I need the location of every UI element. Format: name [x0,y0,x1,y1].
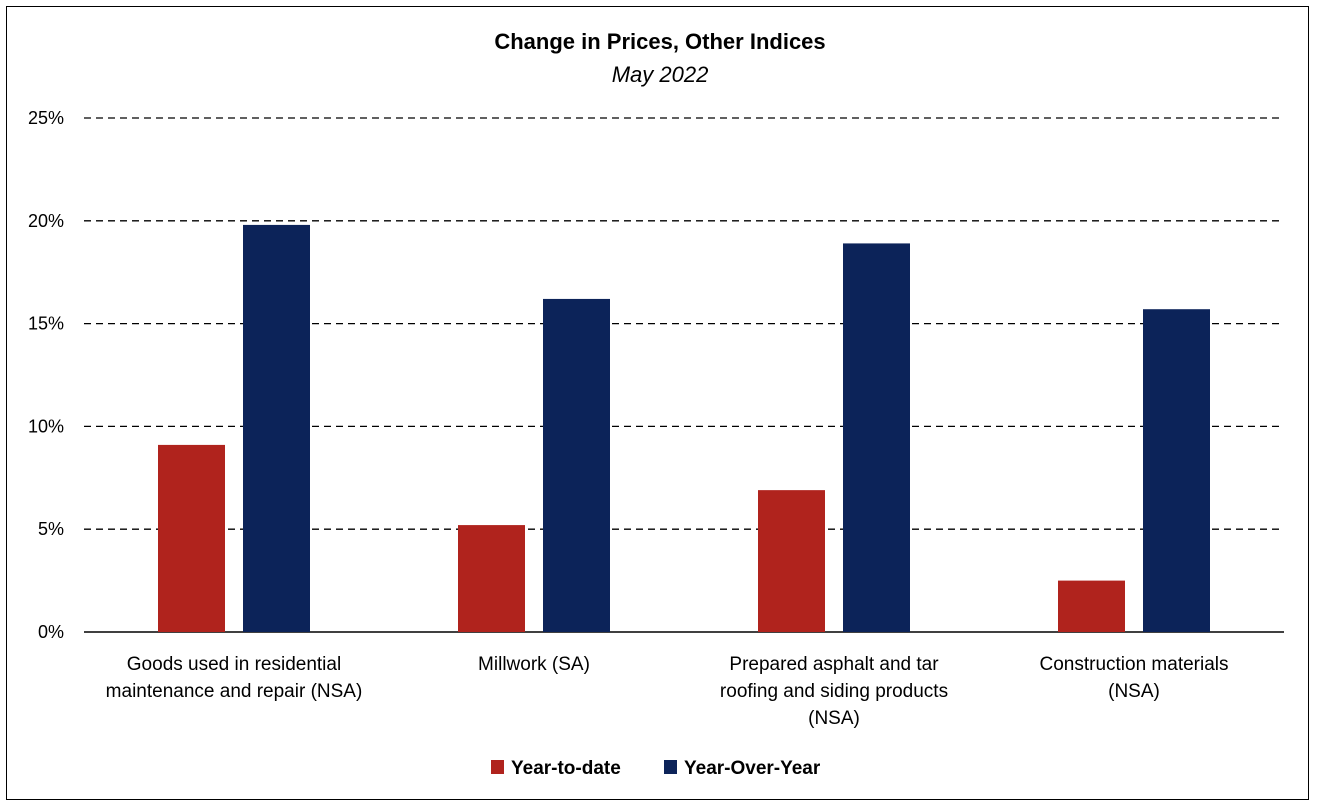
category-label: Millwork (SA) [478,654,590,675]
chart-frame [6,6,1309,800]
y-tick-label: 25% [28,108,64,128]
x-axis-labels: Goods used in residential maintenance and… [106,654,1229,729]
legend-swatch-0 [491,760,504,774]
bar-yoy-3 [1143,309,1210,632]
category-label: Goods used in residential maintenance and… [106,654,363,702]
legend: Year-to-date Year-Over-Year [491,758,821,779]
bar-ytd-3 [1058,580,1125,632]
bar-yoy-1 [543,298,610,632]
category-label-line: Prepared asphalt and tar [729,654,939,675]
bar-yoy-0 [243,224,310,633]
legend-label-1: Year-Over-Year [684,758,821,779]
category-label-line: Goods used in residential [127,654,341,675]
y-tick-label: 20% [28,211,64,231]
category-label-line: Construction materials [1039,654,1228,675]
bar-ytd-2 [758,490,825,632]
y-tick-label: 15% [28,314,64,334]
y-tick-label: 0% [38,622,64,642]
category-label-line: (NSA) [1108,681,1160,702]
legend-label-0: Year-to-date [511,758,621,779]
legend-swatch-1 [664,760,677,774]
bar-ytd-1 [458,525,525,632]
bar-ytd-0 [158,444,225,632]
category-label: Construction materials (NSA) [1039,654,1228,702]
category-label-line: (NSA) [808,708,860,729]
category-label: Prepared asphalt and tar roofing and sidi… [720,654,948,729]
y-tick-label: 5% [38,519,64,539]
y-axis: 0% 5% 10% 15% 20% 25% [28,108,64,642]
category-label-line: Millwork (SA) [478,654,590,675]
chart-title: Change in Prices, Other Indices [494,29,825,54]
category-label-line: roofing and siding products [720,681,948,702]
y-tick-label: 10% [28,416,64,436]
chart-subtitle: May 2022 [612,62,709,87]
category-label-line: maintenance and repair (NSA) [106,681,363,702]
bars [158,224,1210,633]
bar-yoy-2 [843,243,910,632]
